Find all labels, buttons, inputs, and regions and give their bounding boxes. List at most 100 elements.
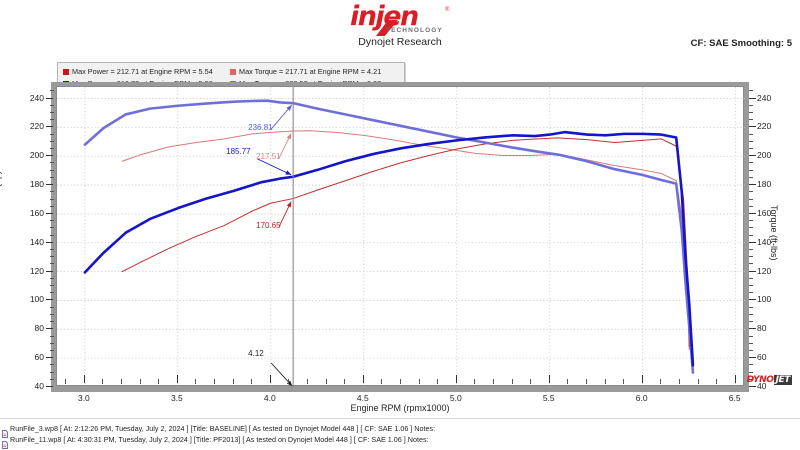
y-axis-right-tick-label: 140: [757, 236, 772, 247]
axis-minor-tick-mark: [511, 379, 513, 384]
axis-tick-mark: [46, 386, 53, 387]
y-axis-left-tick-label: 180: [29, 179, 44, 190]
injen-logo-text: injen: [350, 1, 419, 32]
axis-minor-tick-mark: [749, 342, 753, 344]
axis-minor-tick-mark: [749, 140, 753, 142]
annotation-torque-red: 217.51: [256, 151, 281, 161]
axis-minor-tick-mark: [50, 90, 54, 92]
footer-run-text: RunFile_3.wp8 [ At: 2:12:26 PM, Tuesday,…: [10, 424, 436, 433]
x-axis-tick-label: 4.0: [263, 393, 276, 403]
header: injen TECHNOLOGY ® Dynojet Research CF: …: [0, 0, 800, 56]
axis-minor-tick-mark: [50, 119, 54, 121]
axis-tick-mark: [455, 375, 457, 383]
axis-tick-mark: [749, 328, 756, 330]
plot-right-band: [744, 82, 749, 392]
axis-tick-mark: [734, 375, 736, 383]
axis-tick-mark: [749, 126, 756, 128]
run-file-icon: [2, 436, 8, 449]
axis-tick-mark: [46, 328, 53, 330]
axis-minor-tick-mark: [50, 349, 54, 351]
footer-run-line[interactable]: RunFile_3.wp8 [ At: 2:12:26 PM, Tuesday,…: [0, 424, 800, 438]
y-axis-right-tick-label: 120: [757, 265, 772, 276]
axis-tick-mark: [46, 184, 53, 186]
axis-minor-tick-mark: [749, 198, 753, 200]
axis-minor-tick-mark: [697, 379, 699, 384]
plot-bottom-band: [56, 386, 744, 392]
axis-minor-tick-mark: [749, 371, 753, 373]
axis-minor-tick-mark: [749, 292, 753, 294]
axis-minor-tick-mark: [623, 379, 625, 384]
y-axis-left-tick-label: 100: [29, 294, 44, 305]
annotation-power-red: 170.65: [256, 220, 281, 230]
axis-minor-tick-mark: [749, 234, 753, 236]
axis-minor-tick-mark: [749, 256, 753, 258]
axis-minor-tick-mark: [50, 292, 54, 294]
x-axis-tick-label: 6.5: [728, 393, 741, 403]
axis-tick-mark: [749, 241, 756, 243]
y-axis-left-label: Power (hp): [0, 170, 2, 215]
axis-minor-tick-mark: [50, 285, 54, 287]
legend-item[interactable]: Max Torque = 217.71 at Engine RPM = 4.21: [230, 66, 381, 77]
axis-minor-tick-mark: [381, 379, 383, 384]
footer: RunFile_3.wp8 [ At: 2:12:26 PM, Tuesday,…: [0, 424, 800, 450]
axis-minor-tick-mark: [195, 379, 197, 384]
axis-minor-tick-mark: [50, 220, 54, 222]
axis-minor-tick-mark: [749, 277, 753, 279]
y-axis-right-tick-label: 60: [757, 352, 767, 363]
dynojet-watermark: DYNO JET: [747, 375, 792, 385]
plot-annotation-arrows: [256, 104, 293, 387]
axis-minor-tick-mark: [749, 364, 753, 366]
axis-minor-tick-mark: [749, 306, 753, 308]
dynojet-watermark-a: DYNO: [746, 375, 774, 385]
registered-trademark-icon: ®: [445, 7, 450, 13]
axis-minor-tick-mark: [214, 379, 216, 384]
axis-tick-mark: [749, 212, 756, 214]
axis-tick-mark: [46, 241, 53, 243]
axis-minor-tick-mark: [139, 379, 141, 384]
annotation-cursor-rpm: 4.12: [248, 349, 264, 358]
axis-minor-tick-mark: [749, 162, 753, 164]
axis-minor-tick-mark: [50, 364, 54, 366]
axis-minor-tick-mark: [50, 234, 54, 236]
axis-tick-mark: [46, 97, 53, 99]
axis-minor-tick-mark: [50, 169, 54, 171]
axis-minor-tick-mark: [749, 119, 753, 121]
legend-item[interactable]: Max Power = 212.71 at Engine RPM = 5.54: [63, 66, 213, 77]
axis-minor-tick-mark: [50, 162, 54, 164]
legend-color-swatch: [230, 68, 236, 75]
axis-minor-tick-mark: [251, 379, 253, 384]
footer-run-line[interactable]: RunFile_11.wp8 [ At: 4:30:31 PM, Tuesday…: [0, 435, 800, 449]
y-axis-left-tick-label: 200: [29, 150, 44, 161]
axis-minor-tick-mark: [749, 90, 753, 92]
footer-divider: [0, 418, 800, 419]
axis-minor-tick-mark: [749, 321, 753, 323]
axis-minor-tick-mark: [749, 248, 753, 250]
plot-area[interactable]: [56, 86, 745, 387]
axis-minor-tick-mark: [749, 285, 753, 287]
injen-logo-subtext: TECHNOLOGY: [386, 27, 443, 34]
axis-minor-tick-mark: [749, 176, 753, 178]
plot-left-band: [51, 82, 56, 392]
annotation-torque-blue: 236.81: [248, 123, 273, 133]
axis-tick-mark: [269, 375, 271, 383]
axis-minor-tick-mark: [50, 104, 54, 106]
axis-minor-tick-mark: [418, 379, 420, 384]
axis-minor-tick-mark: [749, 205, 753, 207]
axis-tick-mark: [46, 270, 53, 272]
y-axis-left-tick-label: 140: [29, 236, 44, 247]
axis-minor-tick-mark: [50, 256, 54, 258]
axis-minor-tick-mark: [121, 379, 123, 384]
axis-minor-tick-mark: [749, 148, 753, 150]
axis-minor-tick-mark: [474, 379, 476, 384]
axis-tick-mark: [46, 357, 53, 359]
y-axis-right-tick-label: 100: [757, 294, 772, 305]
axis-minor-tick-mark: [102, 379, 104, 384]
axis-tick-mark: [749, 97, 756, 99]
axis-minor-tick-mark: [232, 379, 234, 384]
axis-tick-mark: [641, 375, 643, 383]
axis-tick-mark: [749, 299, 756, 301]
plot-curves: [83, 87, 695, 387]
axis-minor-tick-mark: [50, 148, 54, 150]
axis-minor-tick-mark: [437, 379, 439, 384]
